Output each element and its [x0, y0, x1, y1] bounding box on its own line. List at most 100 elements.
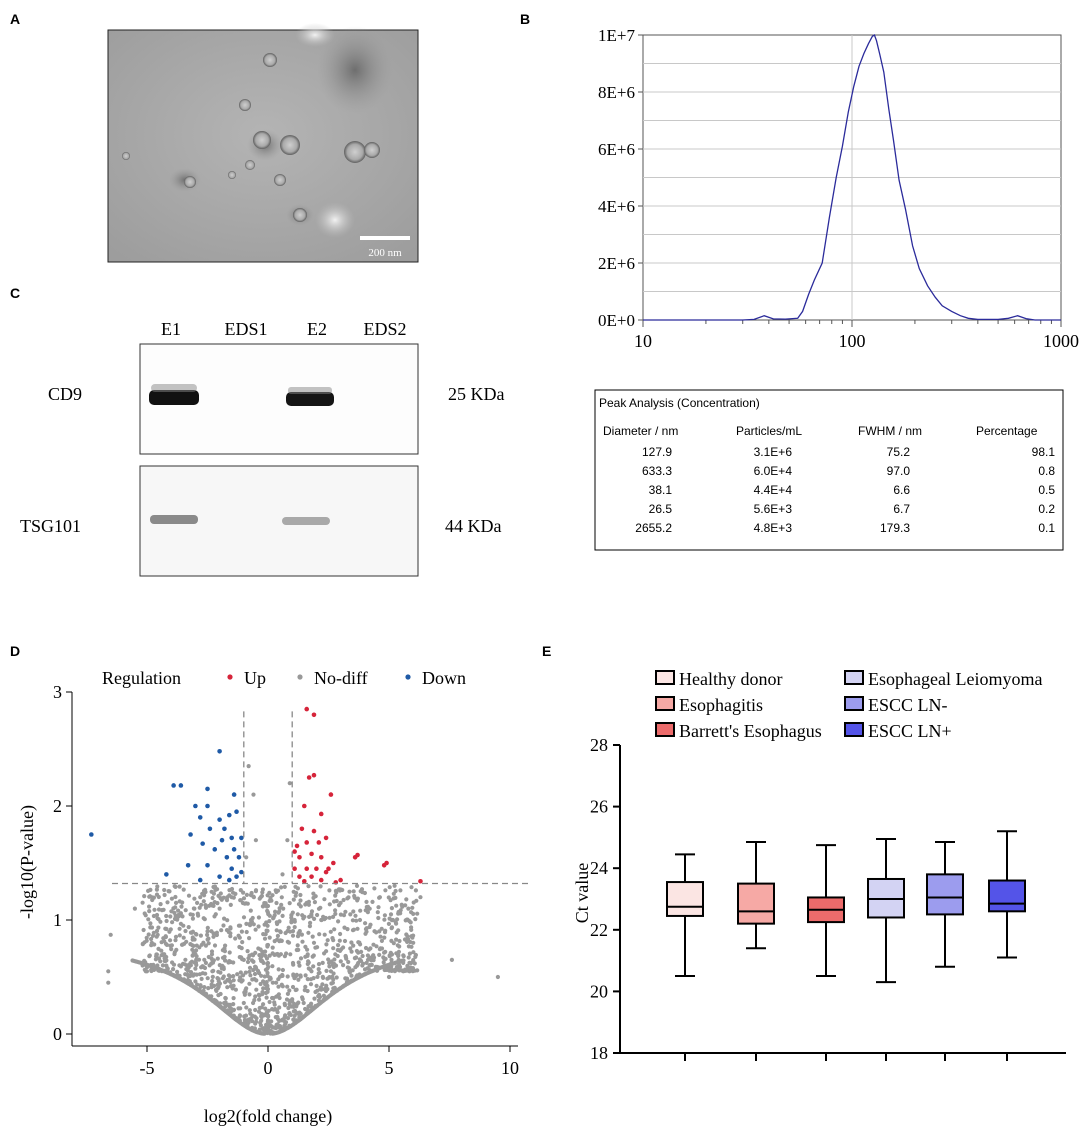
- volcano-point-up: [323, 869, 329, 875]
- volcano-point-nodiff: [206, 936, 211, 941]
- peak-table-cell: 633.3: [642, 464, 672, 478]
- volcano-point-nodiff: [328, 929, 333, 934]
- volcano-point-nodiff: [296, 1000, 301, 1005]
- legend-label: ESCC LN-: [868, 695, 948, 715]
- volcano-point-nodiff: [235, 972, 240, 977]
- volcano-point-nodiff: [192, 896, 197, 901]
- volcano-point-nodiff: [205, 932, 210, 938]
- volcano-point-nodiff: [354, 918, 359, 923]
- volcano-point-nodiff: [247, 981, 252, 986]
- volcano-point-nodiff: [303, 973, 308, 978]
- volcano-point-nodiff: [159, 948, 164, 953]
- volcano-point-nodiff: [358, 908, 363, 913]
- peak-table-cell: 0.2: [1038, 502, 1055, 516]
- volcano-point-nodiff: [280, 972, 285, 978]
- volcano-point-nodiff: [356, 960, 361, 966]
- volcano-point-nodiff: [260, 951, 265, 957]
- volcano-point-nodiff: [295, 912, 300, 917]
- volcano-point-nodiff: [288, 952, 293, 957]
- volcano-point-nodiff: [259, 973, 264, 978]
- chart-d-ytick-label: 0: [53, 1024, 62, 1044]
- volcano-point-nodiff: [411, 940, 416, 945]
- volcano-point-nodiff: [238, 898, 243, 903]
- volcano-point-nodiff: [350, 918, 355, 923]
- chart-d-volcano: 0 1 2 3 -5 0 5 10 log2(fold change) -log10(P-va…: [17, 682, 528, 1127]
- volcano-point-nodiff: [305, 961, 310, 967]
- volcano-point-nodiff: [349, 973, 354, 978]
- volcano-point-nodiff: [364, 899, 369, 905]
- volcano-point-nodiff: [287, 901, 292, 906]
- volcano-point-nodiff: [149, 940, 154, 945]
- volcano-point-nodiff: [173, 884, 178, 890]
- volcano-point-nodiff: [387, 954, 392, 959]
- volcano-point-nodiff: [198, 983, 203, 988]
- volcano-point-nodiff: [213, 912, 218, 917]
- volcano-point-nodiff: [362, 967, 368, 972]
- volcano-point-nodiff: [154, 887, 159, 892]
- volcano-point-nodiff: [256, 915, 261, 920]
- volcano-point-nodiff: [258, 981, 263, 987]
- volcano-point-down: [217, 817, 222, 822]
- volcano-point-nodiff: [193, 931, 198, 937]
- volcano-point-nodiff: [192, 960, 197, 965]
- volcano-point-nodiff: [409, 885, 414, 890]
- chart-b-ytick-label: 4E+6: [598, 197, 635, 216]
- volcano-point-nodiff: [221, 923, 226, 928]
- volcano-point-nodiff: [164, 918, 169, 924]
- volcano-point-nodiff: [282, 954, 287, 959]
- volcano-point-nodiff: [132, 906, 137, 911]
- volcano-point-nodiff: [349, 940, 354, 945]
- volcano-point-nodiff: [159, 953, 164, 958]
- volcano-point-nodiff: [370, 899, 375, 905]
- volcano-point-nodiff: [338, 931, 343, 937]
- volcano-point-up: [311, 712, 317, 718]
- volcano-point-nodiff: [389, 957, 394, 963]
- volcano-point-down: [188, 832, 193, 837]
- volcano-point-nodiff: [305, 977, 310, 982]
- volcano-point-nodiff: [272, 939, 277, 944]
- volcano-point-nodiff: [337, 938, 342, 943]
- volcano-point-nodiff: [228, 974, 233, 979]
- volcano-point-nodiff: [359, 887, 365, 892]
- volcano-point-nodiff: [164, 954, 169, 960]
- volcano-point-down: [217, 874, 222, 879]
- volcano-point-nodiff: [303, 954, 308, 959]
- volcano-point-down: [205, 862, 210, 868]
- volcano-point-nodiff: [188, 973, 193, 979]
- volcano-point-nodiff: [169, 943, 174, 948]
- volcano-point-nodiff: [408, 920, 413, 925]
- volcano-point-nodiff: [388, 950, 393, 956]
- volcano-point-nodiff: [395, 917, 400, 922]
- volcano-point-nodiff: [278, 952, 283, 957]
- volcano-point-nodiff: [352, 893, 357, 899]
- volcano-point-down: [222, 826, 227, 832]
- volcano-point-nodiff: [372, 886, 377, 891]
- volcano-point-nodiff: [241, 915, 247, 920]
- volcano-point-nodiff: [177, 884, 182, 889]
- chart-b-ytick-label: 8E+6: [598, 83, 635, 102]
- volcano-point-nodiff: [277, 906, 282, 911]
- volcano-point-nodiff: [274, 900, 279, 906]
- volcano-point-up: [311, 772, 317, 778]
- volcano-point-nodiff: [106, 969, 111, 974]
- volcano-point-nodiff: [282, 884, 287, 890]
- volcano-point-nodiff: [256, 946, 261, 951]
- peak-table-cell: 2655.2: [635, 521, 672, 535]
- volcano-point-nodiff: [265, 944, 270, 949]
- volcano-point-down: [217, 748, 222, 754]
- volcano-point-nodiff: [173, 934, 179, 939]
- lane-label-e1: E1: [161, 319, 181, 339]
- volcano-point-nodiff: [387, 916, 392, 921]
- band-tsg101-e2: [282, 517, 330, 525]
- volcano-point-nodiff: [285, 974, 290, 979]
- peak-table-cell: 3.1E+6: [754, 445, 793, 459]
- band-cd9-e1: [149, 390, 199, 405]
- volcano-point-down: [200, 841, 205, 846]
- volcano-point-nodiff: [238, 888, 243, 893]
- volcano-point-up: [418, 878, 423, 884]
- volcano-point-nodiff: [303, 1006, 308, 1012]
- volcano-point-nodiff: [238, 970, 243, 975]
- volcano-point-nodiff: [205, 976, 210, 981]
- volcano-point-nodiff: [325, 987, 330, 992]
- volcano-point-nodiff: [368, 922, 373, 927]
